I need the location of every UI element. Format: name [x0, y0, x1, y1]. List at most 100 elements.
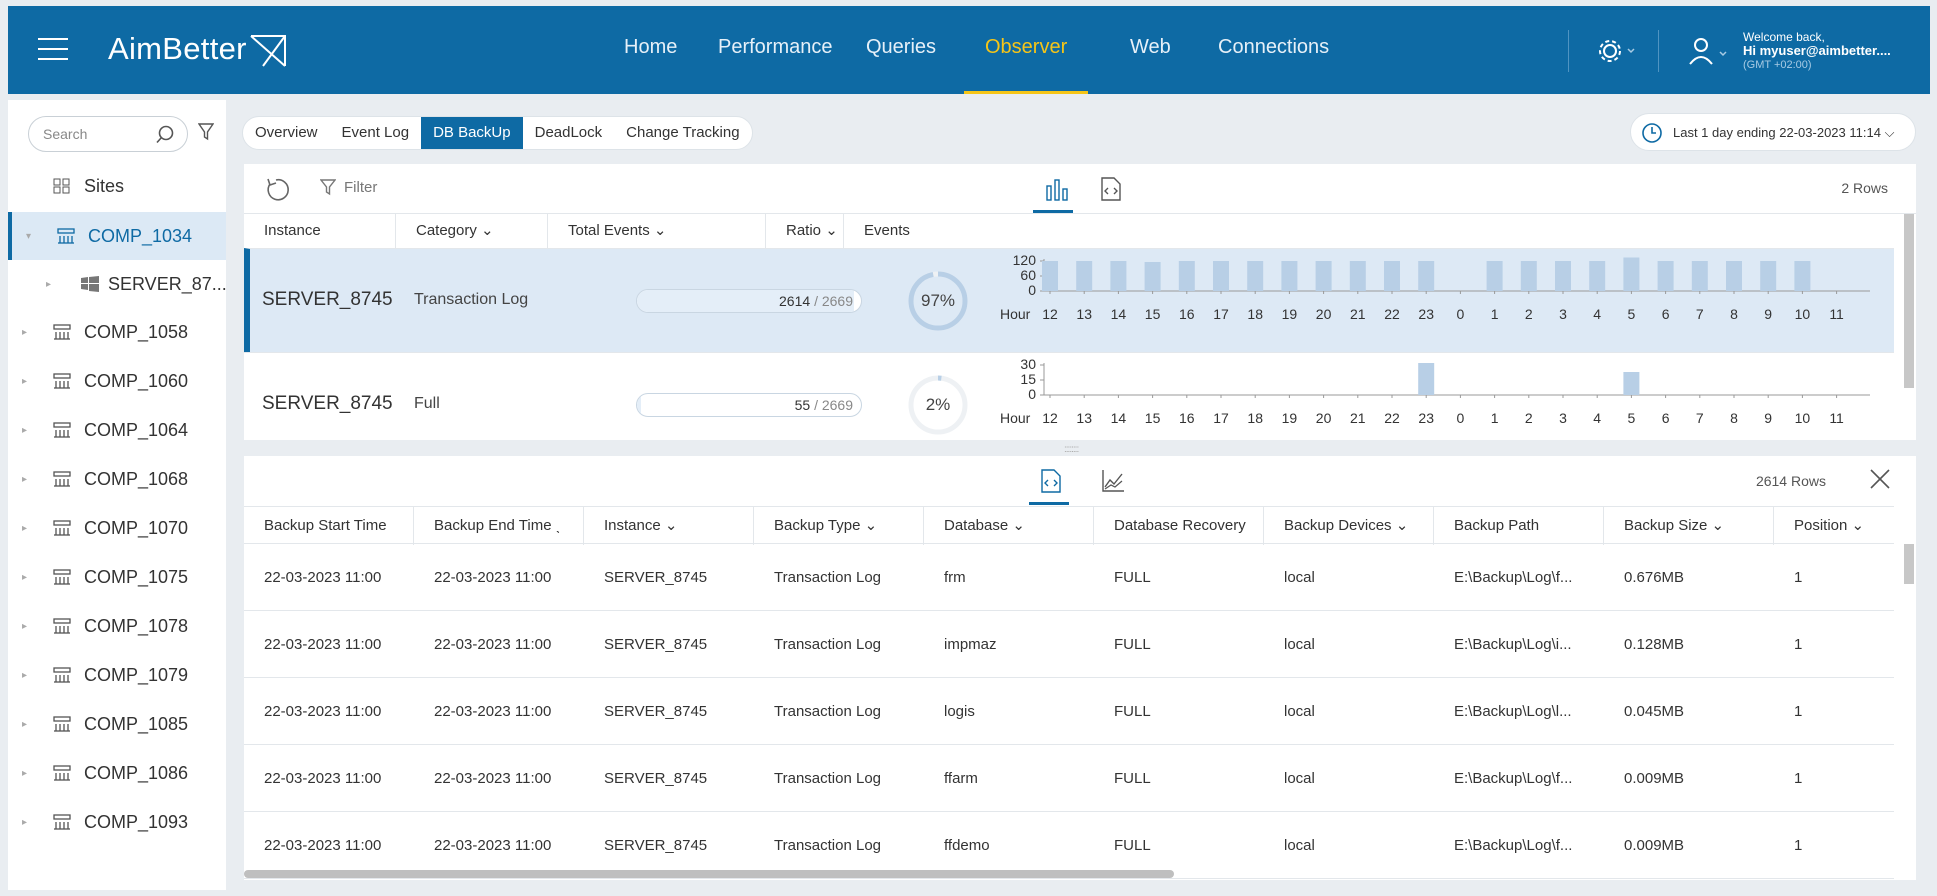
sidebar-item[interactable]: ▸ COMP_1060	[8, 357, 226, 405]
table-row[interactable]: 22-03-2023 11:00 22-03-2023 11:00 SERVER_8…	[244, 544, 1894, 611]
refresh-icon[interactable]	[264, 176, 292, 204]
hourly-bar	[1110, 261, 1127, 291]
table-cell: SERVER_8745	[604, 636, 708, 653]
collapse-arrow-icon[interactable]: ▸	[22, 522, 28, 534]
col-ratio[interactable]: Ratio ⌄	[766, 214, 844, 248]
summary-row[interactable]: SERVER_8745 Transaction Log 2614 / 2669 97%…	[244, 248, 1894, 352]
expand-arrow-icon[interactable]: ▾	[26, 230, 32, 242]
tab-db-backup[interactable]: DB BackUp	[421, 117, 523, 149]
nav-observer[interactable]: Observer	[985, 36, 1068, 58]
sidebar-item[interactable]: ▸ COMP_1093	[8, 798, 226, 846]
detail-column-header[interactable]: Backup End Time ˎ	[414, 507, 584, 545]
collapse-arrow-icon[interactable]: ▸	[22, 424, 28, 436]
detail-column-header[interactable]: Backup Start Time	[244, 507, 414, 545]
collapse-arrow-icon[interactable]: ▸	[22, 620, 28, 632]
table-cell: 22-03-2023 11:00	[264, 837, 382, 854]
chevron-down-icon: ⌄	[653, 222, 667, 239]
ratio-gauge: 2%	[906, 373, 970, 437]
collapse-arrow-icon[interactable]: ▸	[22, 718, 28, 730]
collapse-arrow-icon[interactable]: ▸	[22, 816, 28, 828]
table-row[interactable]: 22-03-2023 11:00 22-03-2023 11:00 SERVER_8…	[244, 745, 1894, 812]
sidebar-item[interactable]: ▸ COMP_1078	[8, 602, 226, 650]
col-instance[interactable]: Instance	[244, 214, 396, 248]
user-avatar-icon[interactable]	[1688, 36, 1732, 66]
sidebar-item[interactable]: ▸ COMP_1079	[8, 651, 226, 699]
app-logo[interactable]: AimBetter	[108, 30, 289, 68]
table-row[interactable]: 22-03-2023 11:00 22-03-2023 11:00 SERVER_8…	[244, 812, 1894, 879]
sidebar-item[interactable]: ▸ COMP_1068	[8, 455, 226, 503]
col-events[interactable]: Events	[864, 222, 910, 239]
filter-icon[interactable]	[198, 122, 214, 142]
table-cell: ffarm	[944, 770, 978, 787]
table-cell: 22-03-2023 11:00	[434, 636, 552, 653]
hourly-bar	[1794, 261, 1811, 291]
tab-change-tracking[interactable]: Change Tracking	[626, 124, 740, 141]
detail-column-header[interactable]: Instance ⌄	[584, 507, 754, 545]
sidebar-item[interactable]: ▸ COMP_1085	[8, 700, 226, 748]
table-cell: 22-03-2023 11:00	[434, 703, 552, 720]
col-total-events[interactable]: Total Events ⌄	[548, 214, 766, 248]
sidebar-item[interactable]: ▸ COMP_1075	[8, 553, 226, 601]
sidebar-item[interactable]: ▸ COMP_1064	[8, 406, 226, 454]
filter-button[interactable]: Filter	[320, 178, 377, 196]
bar-chart-view-icon[interactable]	[1044, 176, 1070, 202]
sidebar-item-label: COMP_1075	[84, 566, 189, 587]
hamburger-menu-icon[interactable]	[38, 38, 68, 62]
tab-overview[interactable]: Overview	[255, 124, 318, 141]
collapse-arrow-icon[interactable]: ▸	[22, 767, 28, 779]
vertical-scrollbar[interactable]	[1904, 544, 1914, 584]
divider	[1658, 30, 1659, 72]
sidebar-item[interactable]: ▸ COMP_1070	[8, 504, 226, 552]
nav-web[interactable]: Web	[1130, 36, 1171, 58]
panel-resize-handle[interactable]: ::::::::	[1064, 444, 1079, 455]
detail-column-header[interactable]: Database ⌄	[924, 507, 1094, 545]
detail-column-header[interactable]: Position ⌄	[1774, 507, 1894, 545]
table-row[interactable]: 22-03-2023 11:00 22-03-2023 11:00 SERVER_8…	[244, 678, 1894, 745]
detail-column-header[interactable]: Backup Devices ⌄	[1264, 507, 1434, 545]
detail-column-header[interactable]: Backup Type ⌄	[754, 507, 924, 545]
table-row[interactable]: 22-03-2023 11:00 22-03-2023 11:00 SERVER_8…	[244, 611, 1894, 678]
collapse-arrow-icon[interactable]: ▸	[22, 669, 28, 681]
search-icon[interactable]	[155, 125, 175, 145]
collapse-arrow-icon[interactable]: ▸	[22, 326, 28, 338]
server-rack-icon	[53, 618, 71, 634]
collapse-arrow-icon[interactable]: ▸	[22, 473, 28, 485]
line-chart-view-icon[interactable]	[1100, 468, 1126, 494]
date-range-picker[interactable]: Last 1 day ending 22-03-2023 11:14 ⌵	[1630, 113, 1916, 151]
close-icon[interactable]	[1868, 467, 1892, 491]
sidebar-item[interactable]: Sites	[8, 162, 226, 210]
nav-connections[interactable]: Connections	[1218, 36, 1330, 58]
sidebar-item[interactable]: ▸ COMP_1058	[8, 308, 226, 356]
nav-performance[interactable]: Performance	[718, 36, 833, 58]
horizontal-scrollbar[interactable]	[244, 870, 1174, 878]
code-view-icon[interactable]	[1039, 468, 1063, 494]
search-input[interactable]: Search	[28, 116, 188, 152]
hourly-bar	[1042, 261, 1058, 291]
server-rack-icon	[53, 520, 71, 536]
sidebar-item[interactable]: ▸ COMP_1086	[8, 749, 226, 797]
table-cell: frm	[944, 569, 966, 586]
col-category[interactable]: Category ⌄	[396, 214, 548, 248]
collapse-arrow-icon[interactable]: ▸	[46, 278, 52, 290]
sidebar-item[interactable]: ▸ SERVER_87...	[8, 260, 227, 308]
y-tick-label: 60	[1020, 267, 1036, 283]
summary-rows-count: 2 Rows	[1841, 180, 1888, 196]
table-cell: SERVER_8745	[604, 837, 708, 854]
summary-row[interactable]: SERVER_8745 Full 55 / 2669 2% 30 15 0 12 13 14 15 1…	[244, 352, 1894, 456]
detail-column-header[interactable]: Backup Size ⌄	[1604, 507, 1774, 545]
nav-home[interactable]: Home	[624, 36, 678, 58]
tab-deadlock[interactable]: DeadLock	[534, 124, 603, 141]
detail-column-header[interactable]: Database Recovery	[1094, 507, 1264, 545]
collapse-arrow-icon[interactable]: ▸	[22, 375, 28, 387]
detail-column-header[interactable]: Backup Path	[1434, 507, 1604, 545]
hour-tick-label: 17	[1213, 410, 1229, 426]
collapse-arrow-icon[interactable]: ▸	[22, 571, 28, 583]
user-welcome[interactable]: Welcome back, Hi myuser@aimbetter.... (G…	[1743, 30, 1891, 72]
tab-event-log[interactable]: Event Log	[341, 124, 410, 141]
sidebar-item[interactable]: ▾ COMP_1034	[8, 212, 226, 260]
code-view-icon[interactable]	[1099, 176, 1123, 202]
vertical-scrollbar[interactable]	[1904, 214, 1914, 388]
nav-queries[interactable]: Queries	[866, 36, 937, 58]
settings-gear-icon[interactable]	[1598, 38, 1638, 64]
table-cell: 0.009MB	[1624, 837, 1685, 854]
